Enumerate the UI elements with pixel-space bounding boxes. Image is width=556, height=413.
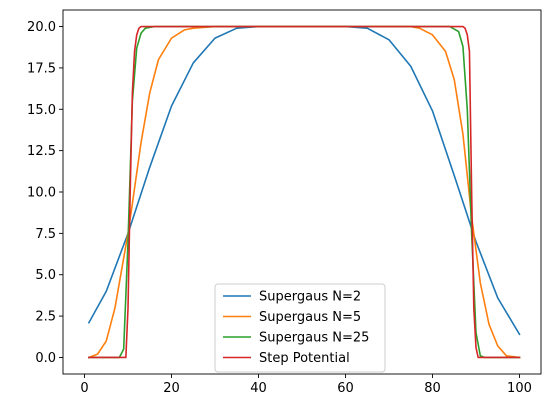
y-tick-label: 12.5: [27, 144, 56, 159]
y-tick-label: 7.5: [35, 227, 56, 242]
legend-box: [214, 283, 386, 373]
series-layer: [87, 25, 521, 359]
x-tick-label: 60: [337, 381, 354, 396]
series-line-4: [88, 25, 521, 359]
y-tick-label: 20.0: [27, 20, 56, 35]
legend: Supergaus N=2 Supergaus N=5 Supergaus N=25…: [214, 283, 386, 373]
legend-label-3: Supergaus N=25: [259, 331, 369, 346]
y-tick-label: 5.0: [35, 268, 56, 283]
x-tick-label: 80: [424, 381, 441, 396]
x-tick-label: 40: [250, 381, 267, 396]
legend-label-4: Step Potential: [259, 351, 350, 366]
legend-label-2: Supergaus N=5: [259, 310, 361, 325]
y-tick-label: 2.5: [35, 310, 56, 325]
y-tick-label: 17.5: [27, 61, 56, 76]
legend-label-1: Supergaus N=2: [259, 290, 361, 305]
x-tick-label: 100: [507, 381, 532, 396]
y-tick-label: 15.0: [27, 103, 56, 118]
x-tick-label: 0: [80, 381, 88, 396]
y-tick-label: 10.0: [27, 186, 56, 201]
y-tick-label: 0.0: [35, 351, 56, 366]
x-tick-label: 20: [163, 381, 180, 396]
axes-layer: 0 20 40 60 80 100 0.0 2.5 5.0 7.5 10.0 12.5 15.0 17.5…: [27, 9, 542, 396]
